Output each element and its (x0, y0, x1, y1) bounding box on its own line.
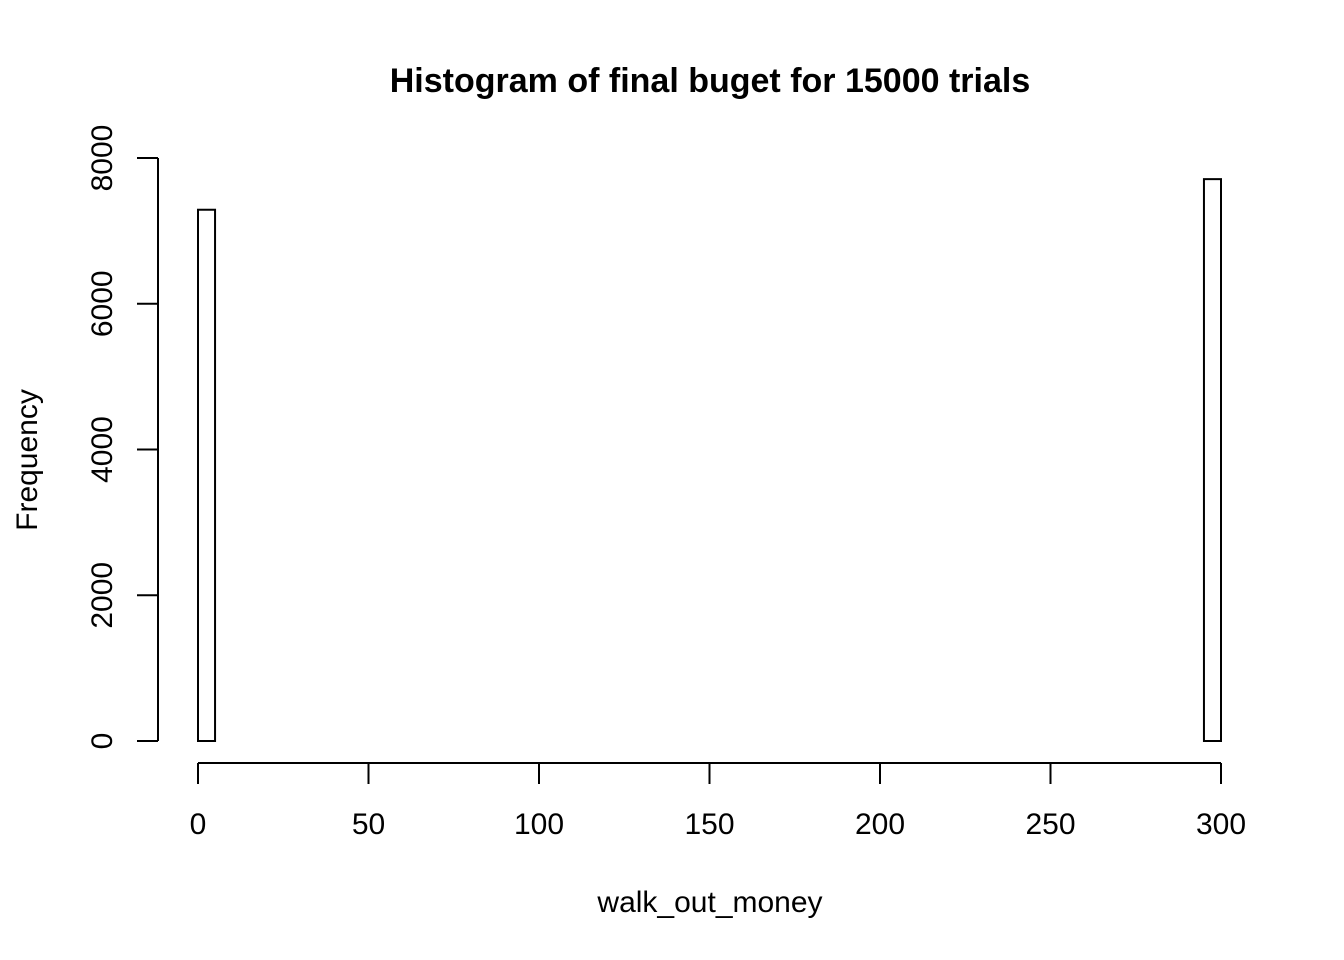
histogram-bar (197, 208, 217, 742)
y-tick-label: 2000 (86, 562, 119, 629)
y-tick-label: 0 (86, 733, 119, 750)
x-tick-label: 0 (190, 808, 207, 841)
x-tick-label: 300 (1196, 808, 1246, 841)
x-tick-label: 100 (514, 808, 564, 841)
x-axis-title: walk_out_money (596, 886, 822, 919)
bars-layer (197, 178, 1222, 743)
x-tick-label: 50 (352, 808, 385, 841)
y-tick-label: 8000 (86, 125, 119, 192)
y-axis: 0 2000 4000 6000 8000 (86, 125, 159, 750)
x-tick-label: 250 (1025, 808, 1075, 841)
y-tick-label: 6000 (86, 270, 119, 337)
y-axis-title: Frequency (11, 389, 44, 531)
x-tick-label: 150 (684, 808, 734, 841)
y-tick-label: 4000 (86, 416, 119, 483)
chart-title: Histogram of final buget for 15000 trial… (390, 62, 1030, 100)
x-tick-label: 200 (855, 808, 905, 841)
histogram-bar (1202, 178, 1222, 743)
x-axis: 0 50 100 150 200 250 300 (190, 762, 1246, 841)
